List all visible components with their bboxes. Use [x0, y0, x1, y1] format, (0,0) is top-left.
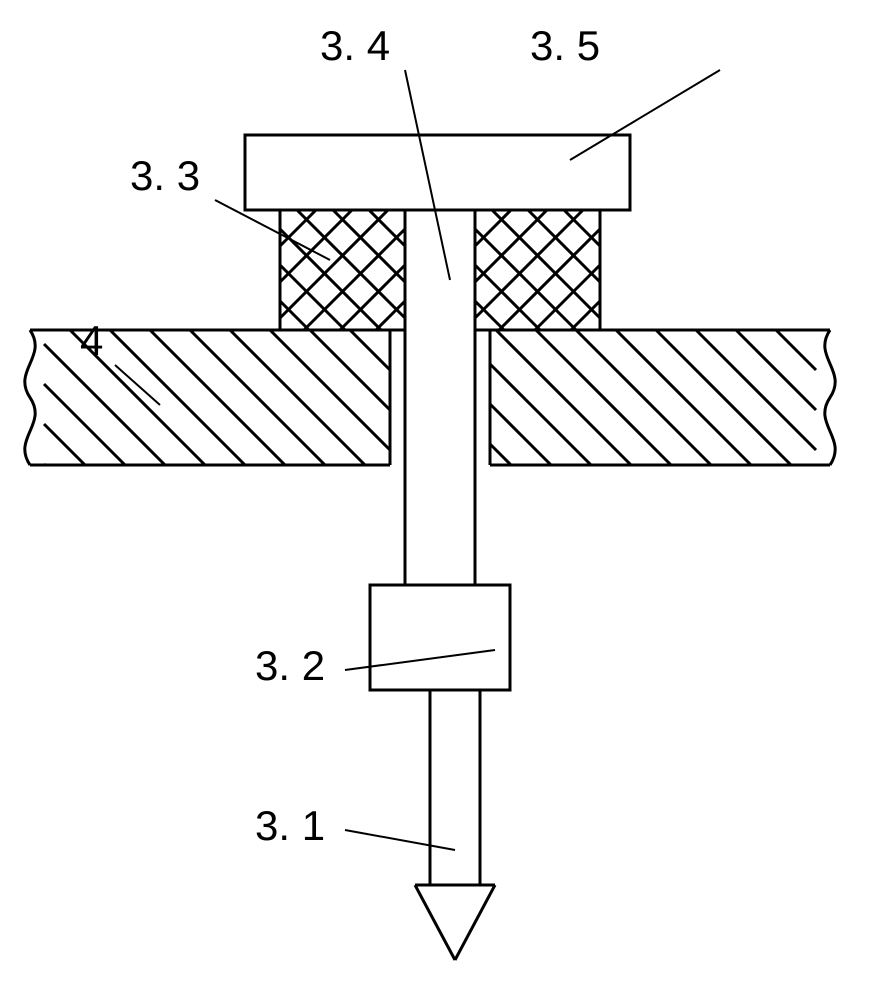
label-l31: 3. 1	[255, 802, 325, 849]
leader-l34	[405, 70, 450, 280]
leader-l31	[345, 830, 455, 850]
label-l32: 3. 2	[255, 642, 325, 689]
label-l4: 4	[80, 317, 103, 364]
leader-l35	[570, 70, 720, 160]
label-l34: 3. 4	[320, 22, 390, 69]
label-l35: 3. 5	[530, 22, 600, 69]
leader-l32	[345, 650, 495, 670]
label-l33: 3. 3	[130, 152, 200, 199]
engineering-diagram: 3. 5 3. 4 3. 3 4 3. 2 3. 1	[0, 0, 893, 1000]
